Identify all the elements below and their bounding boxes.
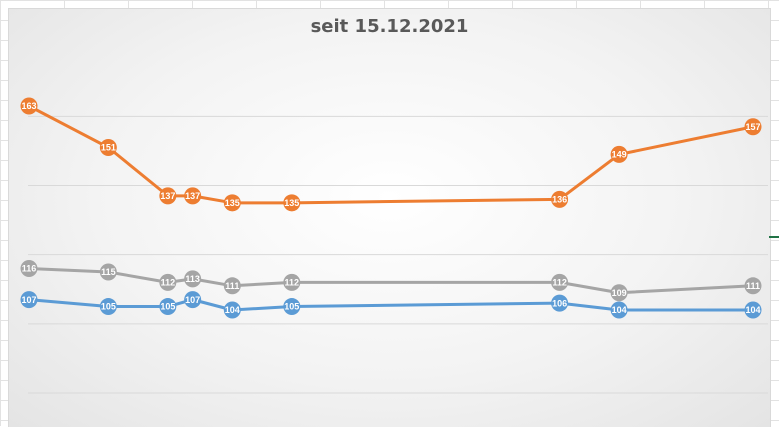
data-label-2-2: 105	[160, 302, 175, 312]
data-point-1-7[interactable]	[610, 284, 628, 302]
data-point-1-3[interactable]	[184, 270, 202, 288]
data-label-0-0: 163	[21, 101, 36, 111]
data-label-2-0: 107	[21, 295, 36, 305]
data-label-1-4: 111	[225, 281, 239, 291]
data-point-2-3[interactable]	[184, 291, 202, 309]
data-label-0-7: 149	[612, 150, 627, 160]
data-point-2-8[interactable]	[744, 301, 762, 319]
cell-selection-marker	[769, 236, 779, 238]
data-label-2-8: 104	[745, 305, 760, 315]
data-point-1-8[interactable]	[744, 277, 762, 295]
data-label-1-8: 111	[746, 281, 760, 291]
data-label-1-0: 116	[22, 264, 37, 274]
data-label-0-4: 135	[225, 198, 240, 208]
data-label-0-3: 137	[185, 191, 200, 201]
data-label-0-1: 151	[101, 143, 116, 153]
data-point-0-4[interactable]	[223, 194, 241, 212]
data-point-0-7[interactable]	[610, 145, 628, 163]
data-point-0-2[interactable]	[159, 187, 177, 205]
data-point-2-2[interactable]	[159, 298, 177, 316]
data-label-0-6: 136	[552, 195, 567, 205]
data-point-0-8[interactable]	[744, 118, 762, 136]
chart-area[interactable]	[8, 8, 771, 427]
data-point-0-5[interactable]	[283, 194, 301, 212]
data-point-1-6[interactable]	[551, 273, 569, 291]
data-label-1-6: 112	[552, 278, 567, 288]
data-label-0-8: 157	[745, 122, 760, 132]
data-point-1-4[interactable]	[223, 277, 241, 295]
data-point-2-0[interactable]	[20, 291, 38, 309]
data-point-2-1[interactable]	[99, 298, 117, 316]
data-point-2-7[interactable]	[610, 301, 628, 319]
data-label-2-3: 107	[185, 295, 200, 305]
data-label-1-2: 112	[161, 278, 176, 288]
data-point-0-0[interactable]	[20, 97, 38, 115]
series-line-1[interactable]	[28, 267, 754, 295]
data-point-1-5[interactable]	[283, 273, 301, 291]
data-point-0-1[interactable]	[99, 138, 117, 156]
data-point-2-6[interactable]	[551, 294, 569, 312]
data-label-0-2: 137	[160, 191, 175, 201]
data-label-1-5: 112	[285, 278, 300, 288]
data-point-1-2[interactable]	[159, 273, 177, 291]
data-label-1-7: 109	[612, 288, 627, 298]
data-label-2-6: 106	[552, 298, 567, 308]
data-point-2-5[interactable]	[283, 298, 301, 316]
chart-title: seit 15.12.2021	[310, 16, 469, 37]
data-label-0-5: 135	[284, 198, 299, 208]
data-point-2-4[interactable]	[223, 301, 241, 319]
data-point-0-6[interactable]	[551, 190, 569, 208]
data-label-2-4: 104	[225, 305, 240, 315]
data-label-2-1: 105	[101, 302, 116, 312]
data-label-1-1: 115	[101, 267, 116, 277]
data-point-1-1[interactable]	[99, 263, 117, 281]
data-label-2-7: 104	[612, 305, 627, 315]
data-point-0-3[interactable]	[184, 187, 202, 205]
series-line-0[interactable]	[28, 104, 754, 205]
series-line-2[interactable]	[28, 298, 753, 312]
data-point-1-0[interactable]	[20, 260, 38, 278]
data-label-2-5: 105	[284, 302, 299, 312]
data-label-1-3: 113	[185, 274, 200, 284]
